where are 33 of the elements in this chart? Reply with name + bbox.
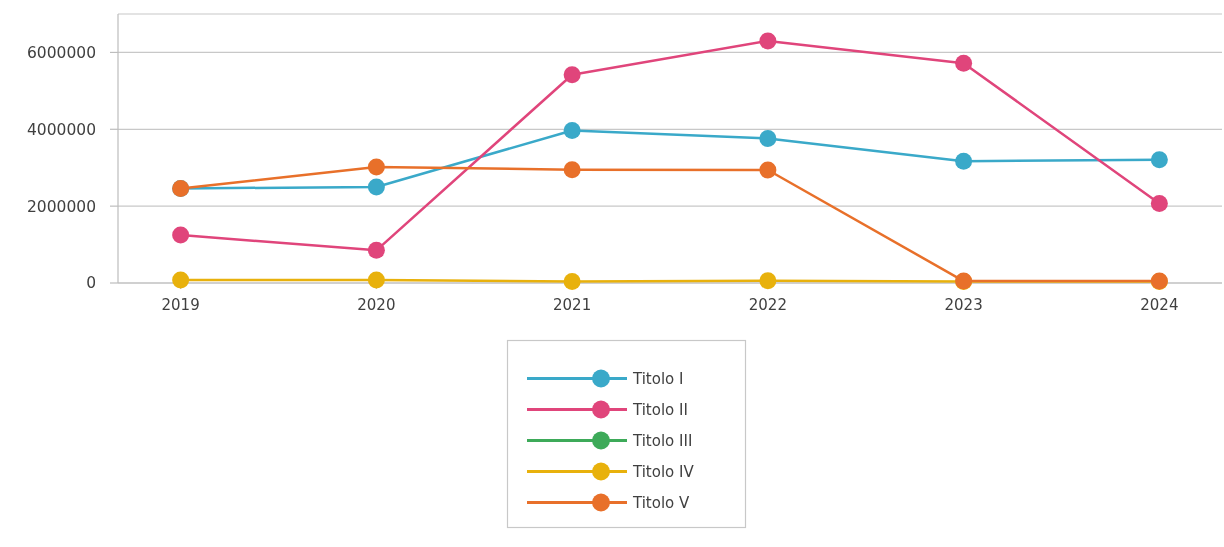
point [955,54,973,72]
legend-label: Titolo II [632,400,688,419]
y-tick-label: 6000000 [26,43,96,62]
point [759,32,777,50]
x-tick-label: 2022 [748,296,787,314]
x-tick-label: 2020 [357,296,396,314]
point [563,121,581,139]
x-tick-label: 2019 [161,296,200,314]
x-tick-label: 2024 [1140,296,1179,314]
point [367,178,385,196]
point [1150,151,1168,169]
y-tick-label: 2000000 [26,197,96,216]
point [367,158,385,176]
legend-label: Titolo IV [632,462,695,481]
point [367,271,385,289]
point [563,66,581,84]
legend-label: Titolo V [632,493,691,512]
point [1150,194,1168,212]
x-tick-label: 2023 [944,296,983,314]
legend-label: Titolo III [632,431,693,450]
y-tick-label: 4000000 [26,120,96,139]
point [563,161,581,179]
point [759,130,777,148]
y-tick-label: 0 [86,274,96,293]
point [759,272,777,290]
point [367,241,385,259]
point [172,226,190,244]
point [563,272,581,290]
legend-label: Titolo I [632,369,684,388]
point [955,152,973,170]
point [172,271,190,289]
point [759,161,777,179]
x-tick-label: 2021 [553,296,592,314]
